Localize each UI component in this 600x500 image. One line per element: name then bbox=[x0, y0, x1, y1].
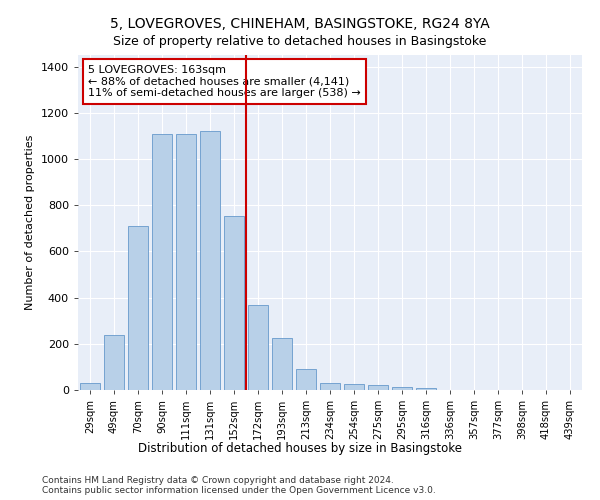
Bar bbox=[392, 386, 412, 390]
Bar bbox=[272, 338, 292, 390]
Bar bbox=[320, 382, 340, 390]
Text: Distribution of detached houses by size in Basingstoke: Distribution of detached houses by size … bbox=[138, 442, 462, 455]
Text: Contains HM Land Registry data © Crown copyright and database right 2024.: Contains HM Land Registry data © Crown c… bbox=[42, 476, 394, 485]
Y-axis label: Number of detached properties: Number of detached properties bbox=[25, 135, 35, 310]
Bar bbox=[416, 388, 436, 390]
Bar bbox=[368, 386, 388, 390]
Text: 5, LOVEGROVES, CHINEHAM, BASINGSTOKE, RG24 8YA: 5, LOVEGROVES, CHINEHAM, BASINGSTOKE, RG… bbox=[110, 18, 490, 32]
Bar bbox=[200, 131, 220, 390]
Bar bbox=[104, 334, 124, 390]
Bar bbox=[248, 304, 268, 390]
Text: 5 LOVEGROVES: 163sqm
← 88% of detached houses are smaller (4,141)
11% of semi-de: 5 LOVEGROVES: 163sqm ← 88% of detached h… bbox=[88, 65, 361, 98]
Bar bbox=[176, 134, 196, 390]
Text: Size of property relative to detached houses in Basingstoke: Size of property relative to detached ho… bbox=[113, 35, 487, 48]
Bar bbox=[152, 134, 172, 390]
Bar bbox=[128, 226, 148, 390]
Bar bbox=[296, 369, 316, 390]
Bar bbox=[80, 383, 100, 390]
Text: Contains public sector information licensed under the Open Government Licence v3: Contains public sector information licen… bbox=[42, 486, 436, 495]
Bar bbox=[344, 384, 364, 390]
Bar bbox=[224, 216, 244, 390]
